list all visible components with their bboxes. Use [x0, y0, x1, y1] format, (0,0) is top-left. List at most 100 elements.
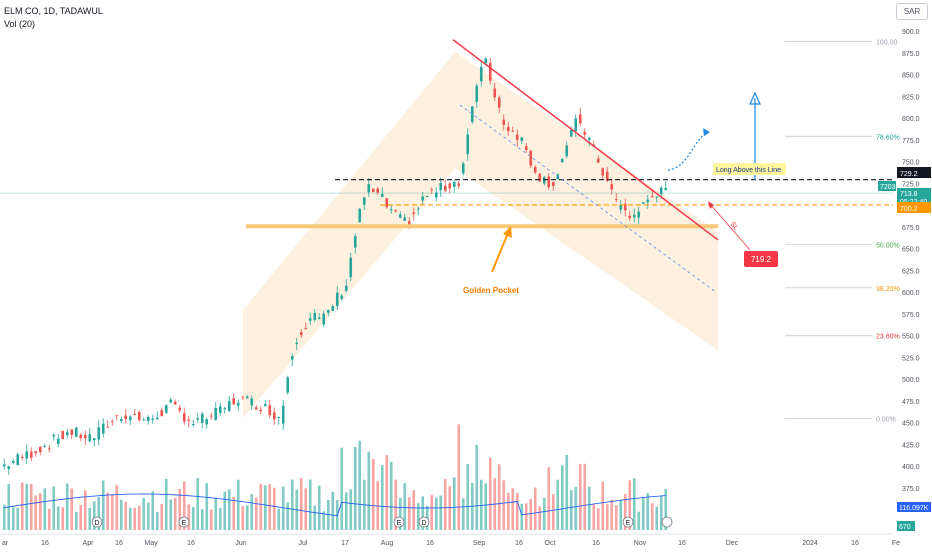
- candle: [79, 434, 83, 439]
- candle: [223, 408, 227, 410]
- candle: [376, 188, 380, 193]
- candle: [533, 167, 537, 173]
- volume-bar: [196, 477, 200, 530]
- candle: [25, 451, 29, 459]
- volume-bar: [173, 497, 177, 530]
- candle: [632, 214, 636, 218]
- volume-bar: [146, 502, 150, 530]
- y-tick-9: 675.0: [902, 225, 920, 232]
- candle: [124, 415, 128, 420]
- volume-bar: [398, 497, 402, 530]
- x-tick-0: ar: [2, 540, 9, 547]
- fib-label-0: 100.00: [876, 39, 898, 46]
- candle: [119, 419, 123, 422]
- volume-bar: [475, 444, 479, 530]
- candle: [205, 419, 209, 425]
- candle: [146, 416, 150, 422]
- candle: [641, 202, 645, 204]
- volume-bar: [614, 505, 618, 530]
- candle: [650, 195, 654, 197]
- candle: [371, 188, 375, 193]
- volume-bar: [83, 490, 87, 530]
- x-tick-4: May: [144, 540, 158, 547]
- candle: [574, 118, 578, 132]
- volume-bar: [664, 489, 668, 530]
- x-tick-12: 16: [515, 540, 523, 547]
- event-marker-0: [91, 516, 103, 528]
- volume-bar: [214, 497, 218, 530]
- candle: [164, 405, 168, 413]
- fib-label-3: 38.20%: [876, 286, 900, 293]
- y-tick-17: 475.0: [902, 399, 920, 406]
- x-tick-13: Oct: [545, 540, 556, 547]
- candle: [200, 413, 204, 423]
- candle: [61, 431, 65, 440]
- currency-button[interactable]: SAR: [896, 3, 928, 20]
- volume-bar: [371, 458, 375, 530]
- candle: [65, 432, 69, 436]
- descending-channel-fill: [455, 52, 718, 350]
- volume-indicator-label: Vol (20): [4, 19, 36, 29]
- volume-bar: [272, 487, 276, 530]
- volume-bar: [632, 478, 636, 530]
- candle: [110, 421, 114, 423]
- candle: [92, 438, 96, 441]
- candle: [430, 189, 434, 191]
- candle: [268, 405, 272, 416]
- volume-bar: [461, 498, 465, 530]
- volume-bar: [592, 504, 596, 530]
- volume-bar: [556, 479, 560, 530]
- volume-label-1: 670: [899, 524, 911, 531]
- event-marker-4: [622, 516, 634, 528]
- volume-bar: [151, 491, 155, 530]
- y-tick-13: 575.0: [902, 312, 920, 319]
- candle: [389, 209, 393, 211]
- volume-bar: [466, 463, 470, 530]
- volume-bar: [65, 483, 69, 530]
- candle: [605, 171, 609, 181]
- volume-bar: [601, 481, 605, 530]
- candle: [367, 184, 371, 193]
- price-axis-bg: [893, 0, 932, 550]
- candles-group: [2, 56, 668, 476]
- candle: [403, 217, 407, 221]
- candle: [461, 163, 465, 174]
- candle: [587, 137, 591, 140]
- candle: [281, 405, 285, 424]
- candle: [344, 285, 348, 291]
- y-tick-6: 750.0: [902, 160, 920, 167]
- volume-bar: [52, 486, 56, 530]
- volume-bar: [245, 505, 249, 530]
- candle: [515, 134, 519, 140]
- x-tick-20: Fe: [892, 540, 900, 547]
- candle: [619, 204, 623, 210]
- volume-bar: [97, 496, 101, 530]
- volume-bar: [637, 511, 641, 530]
- volume-bar: [290, 479, 294, 530]
- volume-bar: [115, 485, 119, 530]
- candle: [380, 193, 384, 197]
- volume-group: [2, 424, 668, 530]
- candle: [236, 402, 240, 406]
- volume-bar: [628, 480, 632, 530]
- candle: [295, 342, 299, 345]
- price-label-4: 700.2: [900, 206, 918, 213]
- candle: [529, 150, 533, 166]
- candle: [322, 313, 326, 325]
- x-tick-8: 17: [341, 540, 349, 547]
- volume-bar: [263, 485, 267, 530]
- volume-bar: [650, 503, 654, 530]
- x-tick-17: Dec: [726, 540, 739, 547]
- volume-bar: [133, 507, 137, 530]
- candle: [610, 184, 614, 190]
- candle: [317, 317, 321, 319]
- volume-bar: [547, 467, 551, 530]
- sl-arrowhead: [708, 201, 714, 209]
- candle: [160, 410, 164, 417]
- candle: [88, 434, 92, 442]
- y-tick-18: 450.0: [902, 421, 920, 428]
- candle: [340, 295, 344, 299]
- volume-bar: [488, 457, 492, 530]
